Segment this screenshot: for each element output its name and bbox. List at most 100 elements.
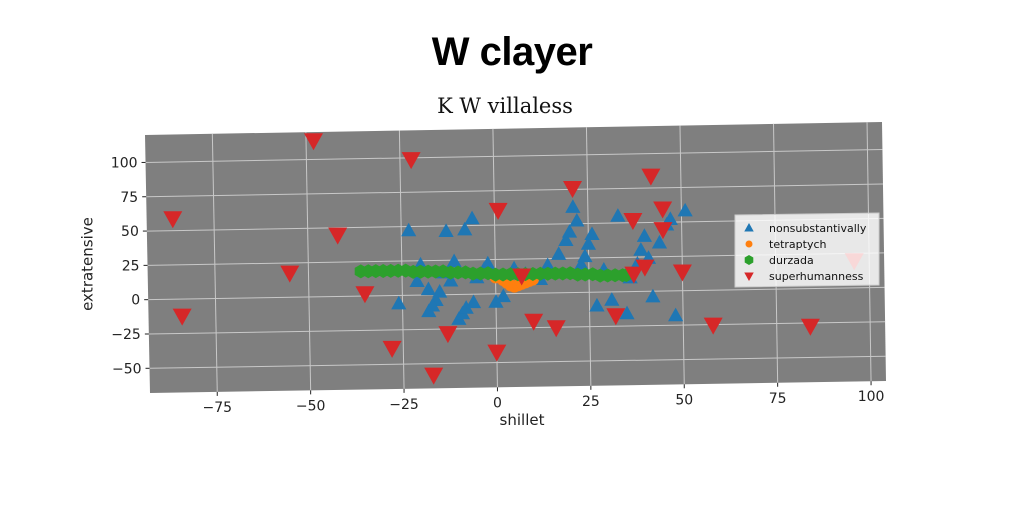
x-tick-label: 75 — [769, 391, 787, 407]
data-point — [565, 199, 581, 213]
data-point — [677, 202, 693, 217]
y-axis-label: extratensive — [79, 217, 97, 311]
data-point — [432, 284, 448, 298]
data-point — [641, 168, 661, 186]
data-point — [163, 211, 183, 229]
data-point — [443, 272, 459, 287]
data-point — [401, 222, 417, 237]
data-point — [280, 265, 300, 283]
data-point — [382, 340, 402, 358]
y-gridline — [149, 355, 886, 369]
data-point — [458, 300, 474, 314]
data-point — [424, 297, 441, 312]
legend-label: nonsubstantivally — [769, 222, 867, 235]
data-point — [457, 221, 473, 236]
x-gridline — [492, 128, 498, 388]
x-axis-label: shillet — [500, 411, 545, 429]
data-point — [524, 313, 544, 331]
data-point — [606, 308, 626, 326]
data-point — [488, 202, 508, 220]
data-point — [610, 208, 626, 222]
x-tick-label: 0 — [493, 395, 502, 411]
legend-marker — [744, 255, 754, 265]
data-point — [651, 234, 668, 249]
data-point — [604, 292, 620, 306]
x-tick-label: 100 — [858, 389, 885, 405]
data-point — [563, 180, 583, 198]
data-point — [546, 320, 566, 338]
data-point — [569, 212, 585, 227]
data-point — [573, 256, 589, 271]
legend-label: durzada — [769, 254, 814, 267]
data-point — [401, 152, 421, 170]
y-gridline — [148, 286, 885, 301]
data-point — [668, 307, 684, 322]
data-point — [464, 210, 480, 225]
chart-subtitle: K W villaless — [437, 94, 573, 118]
data-point — [672, 264, 692, 282]
y-tick-label: 0 — [131, 293, 140, 309]
legend-label: superhumanness — [769, 270, 864, 283]
data-point — [800, 318, 820, 336]
x-tick-label: −25 — [389, 397, 419, 413]
axes: −75 −50 −25 0 25 50 75 100 −50 −25 0 25 50 75 100 — [111, 155, 885, 415]
legend-marker — [745, 240, 753, 248]
chart-title: W clayer — [431, 30, 593, 74]
data-point — [577, 248, 593, 263]
data-point — [465, 294, 482, 309]
data-point — [662, 211, 678, 225]
series-tetraptych — [489, 271, 539, 293]
data-point — [645, 288, 661, 303]
legend-marker — [744, 223, 754, 232]
y-tick-label: −25 — [111, 327, 141, 343]
legend: nonsubstantivally tetraptych durzada superh… — [734, 212, 880, 288]
y-tick-label: −50 — [112, 361, 142, 377]
x-tick-label: −75 — [202, 400, 232, 416]
data-point — [355, 286, 375, 304]
data-point — [580, 236, 597, 250]
data-point — [409, 273, 425, 288]
data-point — [328, 227, 348, 245]
data-point — [703, 317, 723, 335]
y-gridline — [148, 321, 886, 335]
data-point — [636, 228, 653, 242]
data-points — [163, 133, 864, 385]
x-gridline — [398, 130, 405, 389]
x-gridline — [211, 133, 218, 392]
data-point — [633, 242, 649, 256]
data-point — [540, 257, 556, 272]
data-point — [495, 288, 511, 303]
data-point — [619, 305, 635, 320]
data-point — [488, 294, 504, 308]
data-point — [487, 344, 507, 362]
data-point — [635, 259, 655, 277]
data-point — [653, 222, 673, 240]
grid — [145, 122, 886, 392]
legend-label: tetraptych — [769, 238, 827, 251]
data-point — [438, 223, 454, 238]
data-point — [558, 232, 574, 246]
x-gridline — [679, 125, 685, 385]
data-point — [424, 367, 444, 385]
data-point — [304, 133, 324, 151]
legend-box — [734, 212, 880, 288]
series-superhumanness — [163, 133, 864, 385]
y-gridline — [146, 183, 883, 198]
x-gridline — [305, 132, 312, 391]
data-point — [438, 326, 458, 344]
data-point — [480, 255, 496, 270]
y-tick-label: 25 — [122, 258, 140, 274]
x-tick-label: 25 — [582, 394, 600, 410]
legend-marker — [744, 272, 754, 281]
data-point — [624, 266, 644, 284]
data-point — [584, 226, 600, 241]
x-tick-label: 50 — [675, 392, 693, 408]
data-point — [391, 295, 407, 310]
data-point — [561, 224, 578, 238]
data-point — [420, 281, 437, 296]
y-tick-label: 50 — [121, 224, 139, 240]
series-durzada — [354, 263, 633, 283]
y-tick-label: 75 — [120, 190, 138, 206]
data-point — [551, 246, 567, 260]
